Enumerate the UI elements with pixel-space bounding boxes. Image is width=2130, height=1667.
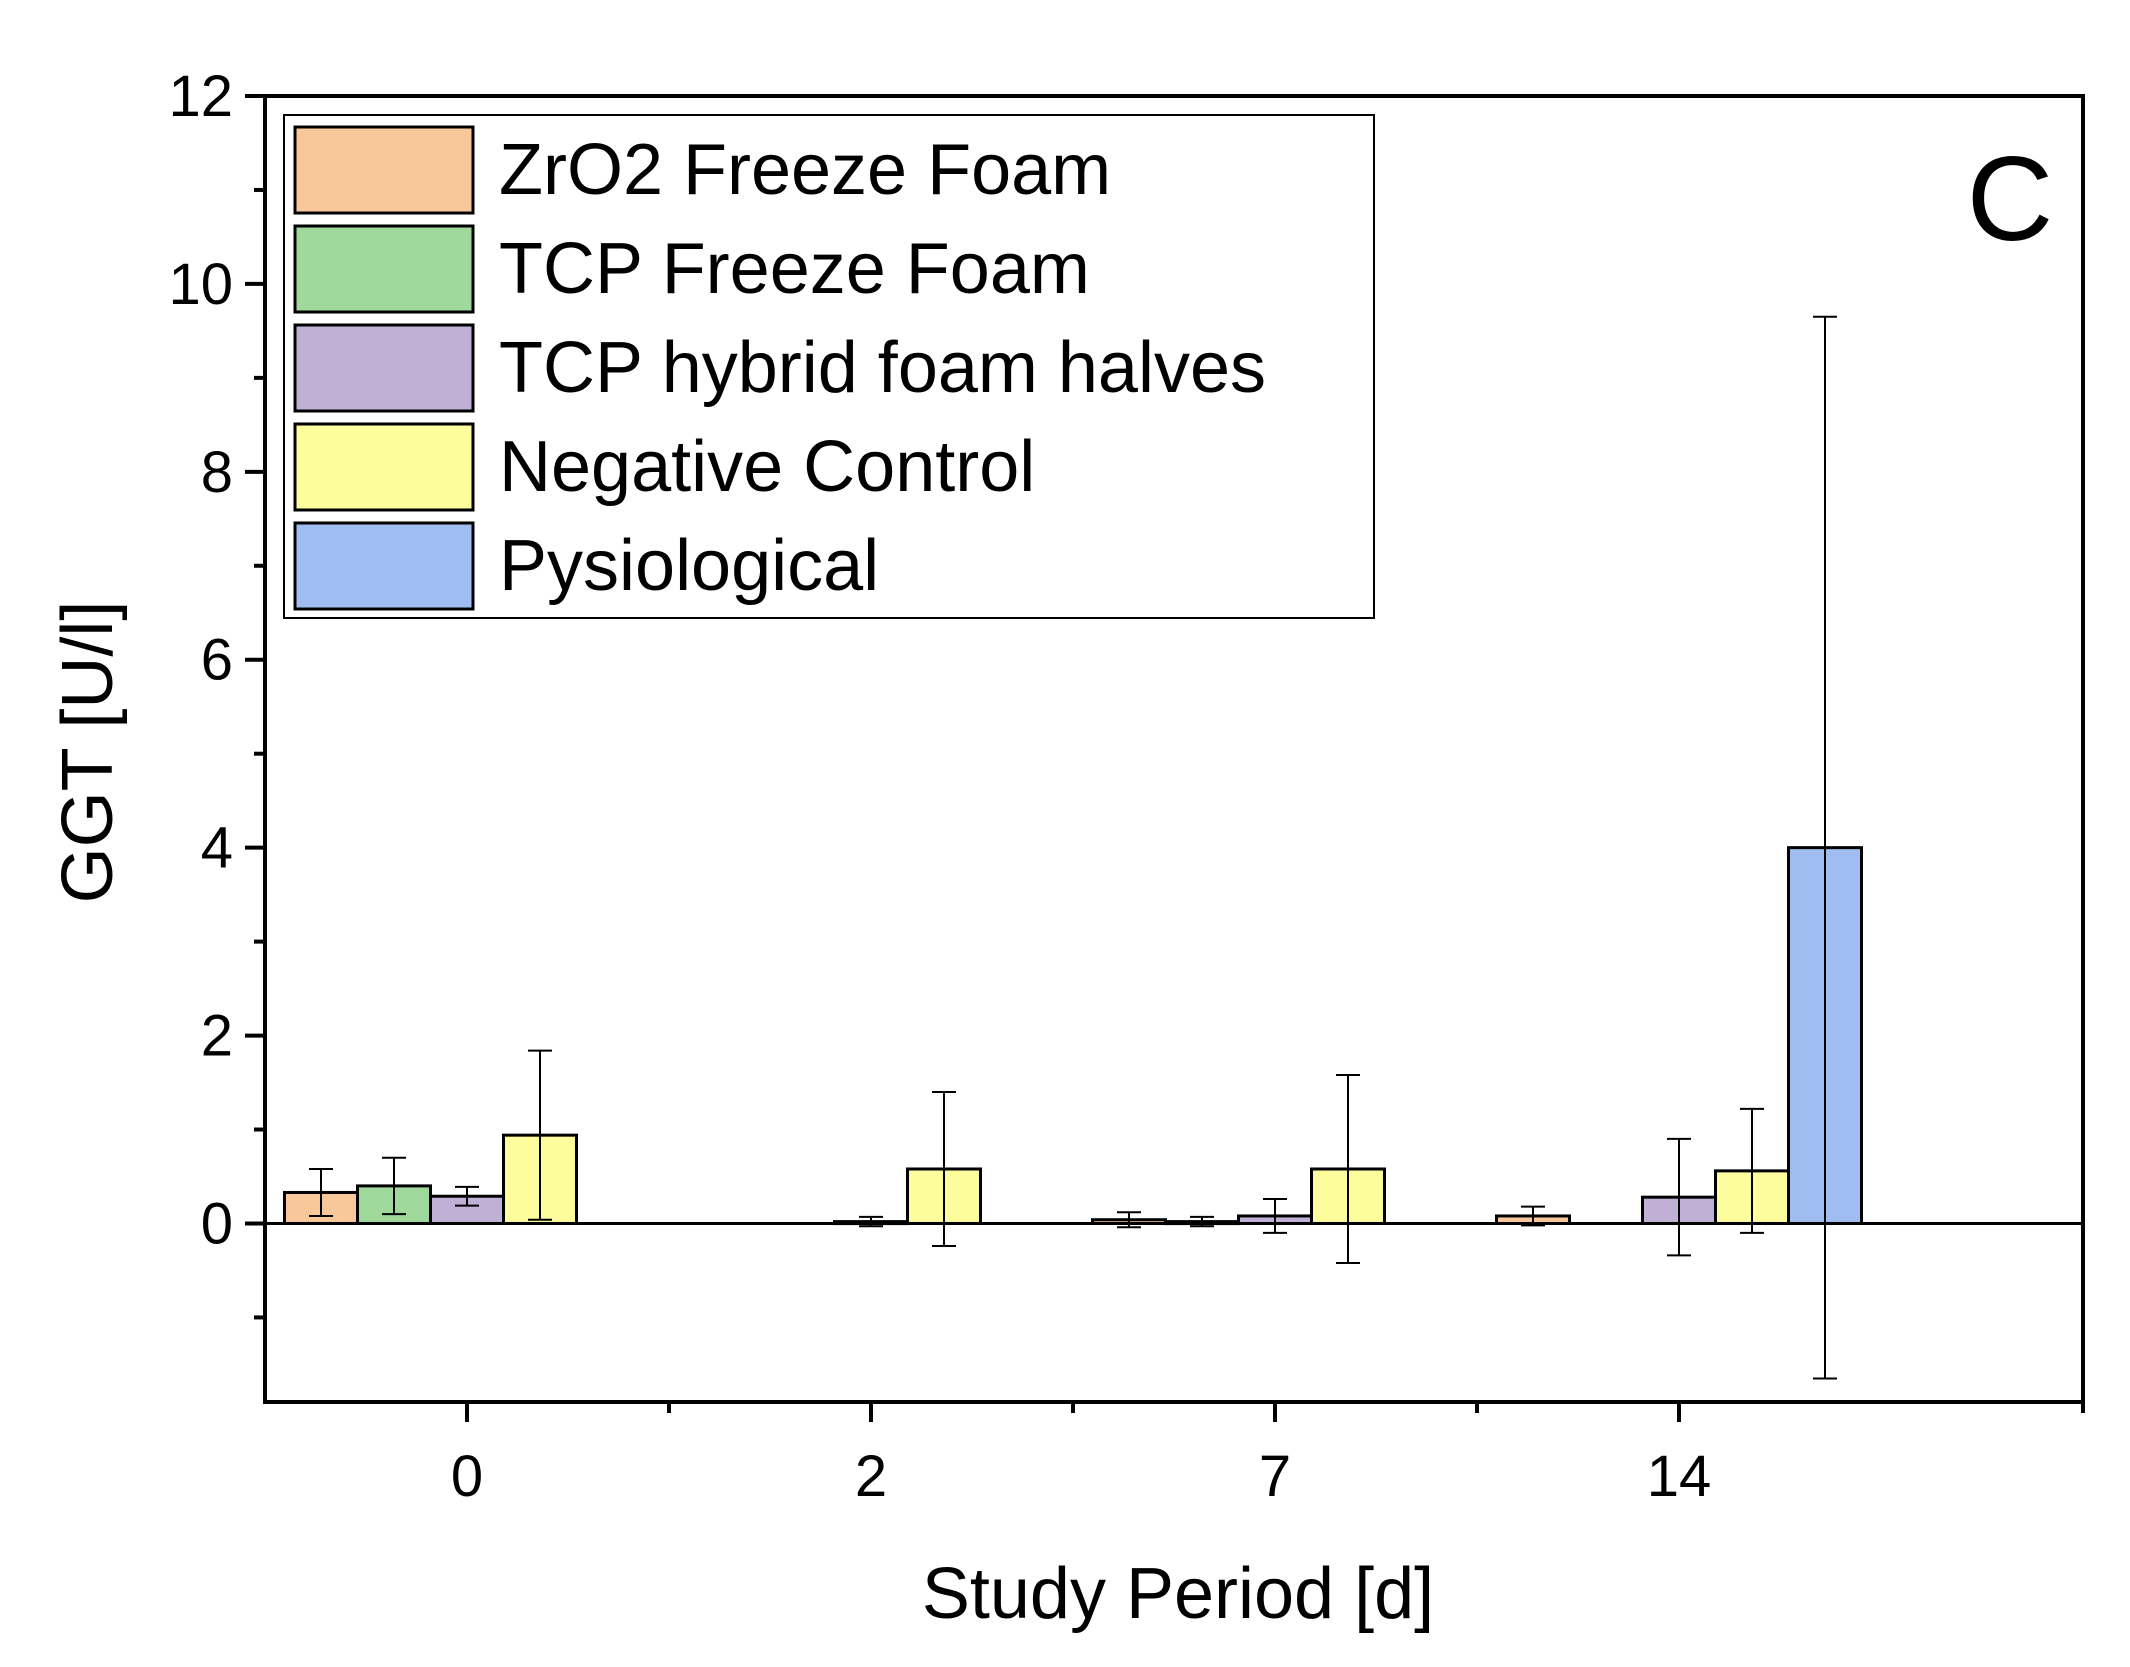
legend-swatch (293, 323, 475, 413)
legend-label: Negative Control (499, 427, 1035, 507)
x-tick-label: 0 (451, 1444, 483, 1509)
legend-swatch (293, 521, 475, 611)
y-axis-title: GGT [U/l] (48, 601, 128, 904)
legend-swatch (293, 125, 475, 215)
legend-label: ZrO2 Freeze Foam (499, 130, 1111, 210)
plot-area (283, 315, 1863, 1380)
y-tick-label: 10 (168, 252, 233, 317)
x-tick-label: 2 (855, 1444, 887, 1509)
x-axis-title: Study Period [d] (922, 1554, 1434, 1634)
y-tick-label: 2 (201, 1004, 233, 1069)
legend-label: TCP Freeze Foam (499, 229, 1090, 309)
legend-label: Pysiological (499, 526, 879, 606)
x-tick-label: 7 (1259, 1444, 1291, 1509)
y-tick-label: 12 (168, 64, 233, 129)
y-tick-label: 8 (201, 440, 233, 505)
plot-frame (263, 94, 2085, 1404)
legend-swatch (293, 422, 475, 512)
legend-label: TCP hybrid foam halves (499, 328, 1266, 408)
axes: 0 2 4 6 8 10 12 0 2 7 14 (168, 64, 2085, 1509)
panel-letter: C (1967, 132, 2054, 266)
y-tick-label: 0 (201, 1191, 233, 1256)
y-tick-label: 6 (201, 628, 233, 693)
legend-swatch (293, 224, 475, 314)
y-tick-label: 4 (201, 816, 233, 881)
x-tick-label: 14 (1647, 1444, 1712, 1509)
legend: ZrO2 Freeze Foam TCP Freeze Foam TCP hybri… (283, 114, 1375, 619)
